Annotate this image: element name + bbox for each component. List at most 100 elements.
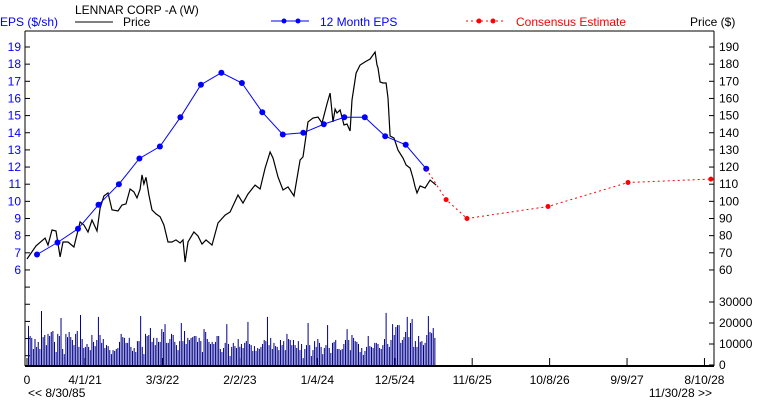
volume-bar [320,346,322,365]
eps-tick-label: 9 [14,212,21,226]
volume-bar [76,331,78,365]
volume-bar [219,349,221,365]
volume-bar [258,349,260,365]
volume-bar [44,335,46,365]
volume-bar [180,323,182,365]
volume-bar [403,337,405,365]
price-tick-label: 120 [719,160,739,174]
volume-bar [375,342,377,365]
volume-bar [127,342,129,365]
volume-bar [266,316,268,365]
volume-bar [314,341,316,365]
volume-bar [110,354,112,365]
x-tick-label: 0 [24,373,31,387]
volume-bar [36,346,38,365]
volume-bar [185,344,187,365]
volume-bar [101,342,103,365]
price-tick-label: 110 [719,177,738,191]
volume-bar [234,346,236,365]
volume-bar [122,337,124,365]
volume-bar [405,332,407,365]
volume-bar [31,337,33,365]
volume-bar [419,341,421,365]
eps-point [341,114,348,121]
volume-bar [392,324,394,365]
volume-bar [255,350,257,365]
price-tick-label: 150 [719,109,739,123]
volume-bar [257,348,259,365]
volume-bar [146,336,148,365]
volume-bar [411,319,413,365]
volume-bar [187,337,189,365]
eps-tick-label: 11 [9,177,22,191]
eps-tick-label: 7 [14,246,21,260]
volume-bar [62,349,64,365]
volume-bar [151,341,153,365]
x-tick-label: 10/8/26 [530,373,570,387]
volume-bar [362,354,364,365]
volume-bar [89,350,91,365]
volume-bar [49,336,51,365]
volume-bar [240,344,242,365]
volume-bar [427,316,429,365]
volume-bar [301,344,303,365]
volume-bar [211,341,213,365]
volume-bar [406,316,408,365]
volume-bar [393,335,395,365]
volume-bar [29,336,31,365]
eps-point [156,143,163,150]
volume-bar [73,345,75,365]
volume-bar [400,342,402,365]
volume-bar [96,340,98,365]
chart-title: LENNAR CORP -A (W) [75,3,199,17]
volume-bar [45,345,47,365]
volume-bar [408,337,410,365]
range-end-link[interactable]: 11/30/28 >> [649,386,712,400]
volume-bar [344,340,346,365]
price-tick-label: 190 [719,40,739,54]
volume-bar [169,339,171,365]
volume-bar [114,350,116,365]
volume-bar [39,349,41,365]
volume-bar [193,336,195,365]
volume-bar [296,348,298,365]
volume-bar [322,354,324,365]
volume-bar [348,340,350,365]
price-tick-label: 140 [719,126,739,140]
volume-bar [281,345,283,365]
x-tick-label: 12/5/24 [375,373,415,387]
volume-bar [55,352,57,365]
volume-bar [265,341,267,365]
volume-bar [390,340,392,365]
volume-bar [162,332,164,365]
consensus-point [545,204,551,209]
volume-bar [130,346,132,365]
volume-bar [58,336,60,365]
left-axis-label: EPS ($/sh) [0,15,58,29]
volume-bar [310,356,312,365]
eps-point [177,114,184,121]
volume-bar [167,342,169,365]
volume-bar [132,350,134,365]
volume-bar [208,341,210,365]
volume-bar [275,346,277,365]
volume-tick-label: 10000 [719,337,753,351]
volume-bar [175,345,177,365]
eps-tick-label: 14 [8,126,22,140]
volume-bar [276,346,278,365]
volume-bar [416,346,418,365]
x-tick-label: 11/6/25 [453,373,492,387]
eps-point [259,109,266,116]
eps-point [197,81,204,88]
volume-bar [195,336,197,365]
volume-bar [356,341,358,365]
volume-bar [244,342,246,365]
range-start-link[interactable]: << 8/30/85 [28,386,86,400]
volume-bar [78,346,80,365]
volume-bar [231,346,233,365]
volume-bar [380,349,382,365]
volume-bar [279,340,281,365]
x-tick-label: 1/4/24 [301,373,335,387]
volume-bar [252,350,254,365]
eps-tick-label: 17 [8,74,22,88]
